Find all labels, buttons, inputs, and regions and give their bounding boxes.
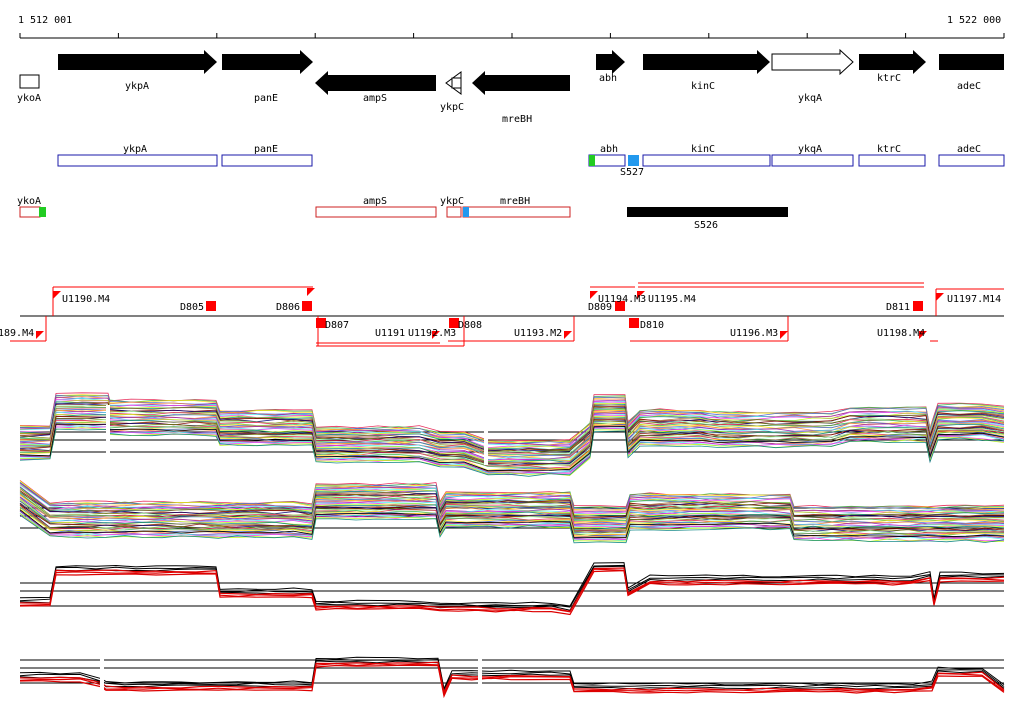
minus-green-marker: [39, 207, 46, 217]
segment-U1192[interactable]: U1192.M3: [408, 328, 456, 339]
gene-label-ampS: ampS: [363, 93, 387, 104]
gene-label-ykoA: ykoA: [17, 93, 41, 104]
expression-track-1: [19, 392, 1005, 477]
gene-ampS[interactable]: [315, 71, 436, 95]
minus-label-ampS: ampS: [363, 196, 387, 207]
segment-U1189[interactable]: 189.M4: [0, 328, 34, 339]
minus-label-mreBH: mreBH: [500, 196, 530, 207]
plus-box-ykpA[interactable]: [57, 154, 218, 167]
plus-strand-features: [57, 154, 1005, 167]
minus-label-ykpC: ykpC: [440, 196, 464, 207]
S526-feature[interactable]: [627, 207, 788, 217]
minus-strand-labels: ykoA ampS ykpC mreBH S526: [17, 196, 718, 231]
minus-box-ykpC[interactable]: [446, 206, 462, 218]
gene-annotation-row: ykoA ykpA panE ampS ykpC mreBH abh kinC …: [17, 48, 1004, 125]
plus-box-adeC[interactable]: [938, 154, 1005, 167]
gene-label-kinC: kinC: [691, 81, 715, 92]
minus-label-ykoA: ykoA: [17, 196, 41, 207]
plus-box-kinC[interactable]: [642, 154, 771, 167]
gene-label-ktrC: ktrC: [877, 73, 901, 84]
ruler-end-label: 1 522 000: [947, 15, 1001, 26]
plus-label-ykqA: ykqA: [798, 144, 822, 155]
gene-ktrC[interactable]: [859, 50, 926, 74]
gene-panE[interactable]: [222, 50, 313, 74]
segment-U1197[interactable]: U1197.M14: [947, 294, 1001, 305]
S527-feature[interactable]: [628, 155, 639, 166]
expression-track-2: [19, 480, 1005, 544]
gene-label-abh: abh: [599, 73, 617, 84]
segment-U1191[interactable]: U1191: [375, 328, 405, 339]
plus-box-ykqA[interactable]: [771, 154, 854, 167]
segment-D811[interactable]: D811: [886, 302, 910, 313]
gene-label-adeC: adeC: [957, 81, 981, 92]
segmentation-track: U1190.M4 D805 D806 189.M4 D807 U1191 U11…: [0, 282, 1004, 347]
segment-D808[interactable]: D808: [458, 320, 482, 331]
gene-label-panE: panE: [254, 93, 278, 104]
gene-ykqA[interactable]: [771, 48, 854, 76]
segment-U1195[interactable]: U1195.M4: [648, 294, 696, 305]
expression-track-3: [19, 562, 1005, 616]
segment-U1196[interactable]: U1196.M3: [730, 328, 778, 339]
gene-label-ykpC: ykpC: [440, 102, 464, 113]
minus-box-ykoA[interactable]: [19, 206, 41, 218]
gene-ykpA[interactable]: [58, 50, 217, 74]
expression-track-4: [19, 656, 1005, 699]
plus-box-panE[interactable]: [221, 154, 313, 167]
gene-ykoA[interactable]: [19, 74, 40, 89]
plus-box-ktrC[interactable]: [858, 154, 926, 167]
S527-label: S527: [620, 167, 644, 178]
segment-U1190[interactable]: U1190.M4: [62, 294, 110, 305]
S526-label: S526: [694, 220, 718, 231]
segment-D810[interactable]: D810: [640, 320, 664, 331]
plus-strand-labels: ykpA panE abh kinC ykqA ktrC adeC S527: [123, 144, 981, 178]
gene-kinC[interactable]: [643, 50, 770, 74]
expression-tracks: [19, 392, 1005, 699]
gene-mreBH[interactable]: [472, 71, 570, 95]
segment-U1193[interactable]: U1193.M2: [514, 328, 562, 339]
gene-adeC[interactable]: [939, 54, 1004, 70]
coordinate-ruler: 1 512 001 1 522 000: [18, 15, 1005, 39]
plus-label-adeC: adeC: [957, 144, 981, 155]
segment-U1198[interactable]: U1198.M4: [877, 328, 925, 339]
plus-label-ykpA: ykpA: [123, 144, 147, 155]
gene-label-ykpA: ykpA: [125, 81, 149, 92]
minus-box-mreBH[interactable]: [462, 206, 571, 218]
plus-green-marker: [589, 155, 595, 166]
gene-label-mreBH: mreBH: [502, 114, 532, 125]
plus-label-kinC: kinC: [691, 144, 715, 155]
segment-D807[interactable]: D807: [325, 320, 349, 331]
segment-D806[interactable]: D806: [276, 302, 300, 313]
minus-box-ampS[interactable]: [315, 206, 437, 218]
segment-U1194[interactable]: U1194.M3: [598, 294, 646, 305]
gene-abh[interactable]: [596, 50, 625, 74]
plus-label-abh: abh: [600, 144, 618, 155]
segment-D805[interactable]: D805: [180, 302, 204, 313]
plus-label-panE: panE: [254, 144, 278, 155]
minus-blue-marker: [463, 207, 469, 217]
ruler-start-label: 1 512 001: [18, 15, 72, 26]
plus-label-ktrC: ktrC: [877, 144, 901, 155]
gene-label-ykqA: ykqA: [798, 93, 822, 104]
minus-strand-features: [19, 206, 571, 218]
segment-D809[interactable]: D809: [588, 302, 612, 313]
